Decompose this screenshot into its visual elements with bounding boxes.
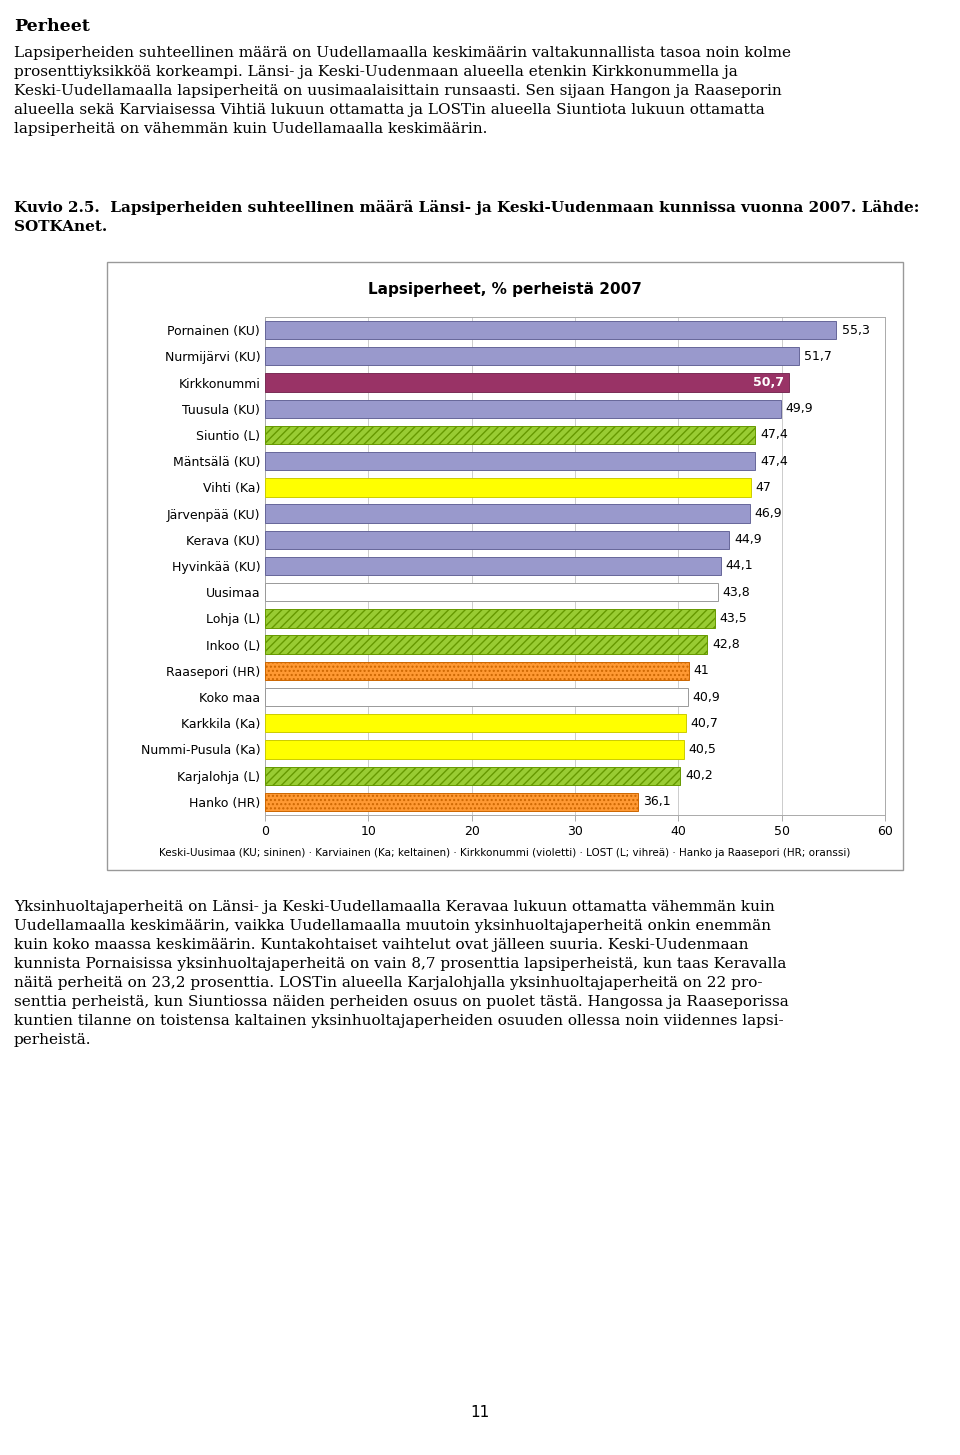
Bar [265,767,681,784]
Text: 47,4: 47,4 [760,428,788,441]
Bar [265,531,729,549]
Text: Lapsiperheiden suhteellinen määrä on Uudellamaalla keskimäärin valtakunnallista : Lapsiperheiden suhteellinen määrä on Uud… [14,47,791,135]
Text: 51,7: 51,7 [804,349,832,362]
Text: 43,5: 43,5 [720,613,748,624]
Bar [265,662,688,679]
Text: 11: 11 [470,1406,490,1420]
Bar [265,610,714,627]
Text: 40,7: 40,7 [691,717,719,730]
Text: 36,1: 36,1 [643,796,671,809]
Text: Kuvio 2.5.  Lapsiperheiden suhteellinen määrä Länsi- ja Keski-Uudenmaan kunnissa: Kuvio 2.5. Lapsiperheiden suhteellinen m… [14,199,920,234]
Bar [265,374,789,391]
Bar [265,583,718,601]
Text: Keski-Uusimaa (KU; sininen) · Karviainen (Ka; keltainen) · Kirkkonummi (violetti: Keski-Uusimaa (KU; sininen) · Karviainen… [159,848,851,858]
Text: 41: 41 [694,665,709,678]
Text: 40,5: 40,5 [688,744,716,757]
Text: 42,8: 42,8 [712,639,740,652]
Bar [265,505,750,522]
Text: 47,4: 47,4 [760,454,788,467]
Text: 46,9: 46,9 [755,508,782,519]
Text: Yksinhuoltajaperheitä on Länsi- ja Keski-Uudellamaalla Keravaa lukuun ottamatta : Yksinhuoltajaperheitä on Länsi- ja Keski… [14,901,789,1046]
Text: 49,9: 49,9 [786,402,813,415]
Text: 40,9: 40,9 [693,691,721,704]
Text: 44,9: 44,9 [734,534,761,546]
Bar [265,453,755,470]
Text: Lapsiperheet, % perheistä 2007: Lapsiperheet, % perheistä 2007 [368,282,642,297]
Bar [265,793,638,810]
Text: 47: 47 [756,480,772,493]
Text: Perheet: Perheet [14,17,90,35]
Bar [265,479,751,496]
Bar [265,348,800,365]
Bar [265,322,836,339]
Text: 55,3: 55,3 [842,323,870,336]
Bar [265,714,685,732]
Bar [265,426,755,444]
Bar [265,636,708,653]
Bar [265,400,780,418]
Text: 40,2: 40,2 [685,770,713,783]
Text: 44,1: 44,1 [726,560,754,572]
Text: 50,7: 50,7 [753,375,783,388]
Bar [265,557,721,575]
Bar [265,688,687,706]
Text: 43,8: 43,8 [723,586,751,598]
Bar [265,741,684,758]
